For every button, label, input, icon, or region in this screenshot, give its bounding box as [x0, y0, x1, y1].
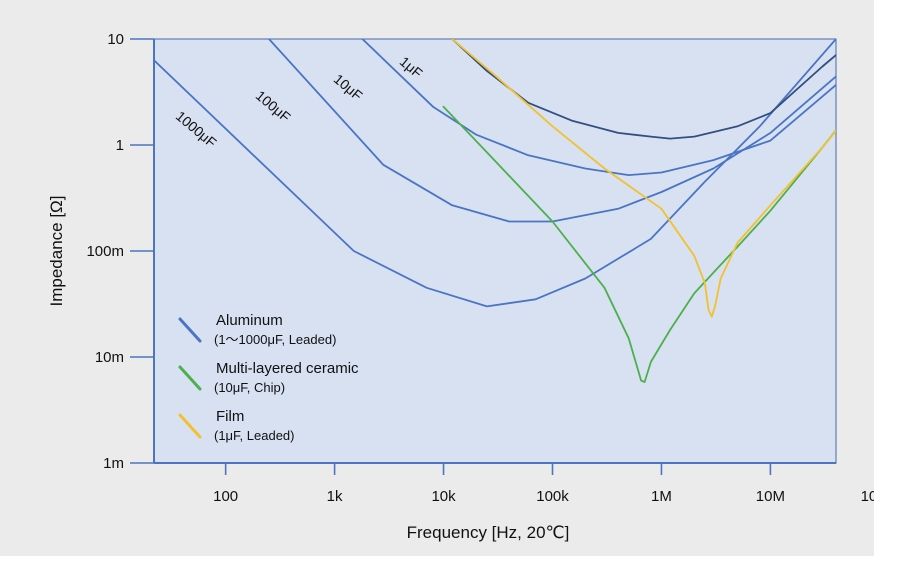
y-tick-label: 1: [116, 137, 124, 154]
y-tick-label: 10: [107, 31, 124, 48]
legend-swatch: [178, 413, 202, 439]
legend-swatch: [178, 365, 202, 391]
series-line: [442, 105, 836, 383]
y-tick-label: 1m: [103, 455, 124, 472]
y-axis-title: Impedance [Ω]: [47, 196, 66, 307]
legend-detail: (1μF, Leaded): [214, 428, 294, 443]
plot-area: [153, 38, 837, 464]
x-tick-label: 10M: [756, 488, 785, 505]
y-tick-label: 100m: [86, 243, 124, 260]
x-tick-label: 10k: [431, 488, 456, 505]
chart-figure: 1m 10m 100m 1 10 100 1k 10k 100k 1M 10M 100M Frequen…: [0, 0, 874, 556]
x-tick-label: 100k: [536, 488, 569, 505]
x-tick-label: 1k: [327, 488, 343, 505]
legend-swatch: [178, 317, 202, 343]
legend-detail: (10μF, Chip): [214, 380, 285, 395]
impedance-chart: 1m 10m 100m 1 10 100 1k 10k 100k 1M 10M 100M Frequen…: [47, 31, 874, 542]
x-axis-title: Frequency [Hz, 20℃]: [407, 523, 570, 542]
x-tick-label: 100: [213, 488, 238, 505]
x-tick-label: 100M: [861, 488, 874, 505]
series-line: [451, 39, 836, 318]
legend-detail: (1～1000μF, Leaded): [214, 332, 336, 347]
legend-name: Multi-layered ceramic: [216, 360, 359, 377]
y-tick-label: 10m: [95, 349, 124, 366]
legend-name: Aluminum: [216, 312, 283, 329]
legend-name: Film: [216, 408, 244, 425]
series-line: [451, 39, 836, 140]
x-tick-label: 1M: [651, 488, 672, 505]
series-group: [154, 39, 836, 383]
